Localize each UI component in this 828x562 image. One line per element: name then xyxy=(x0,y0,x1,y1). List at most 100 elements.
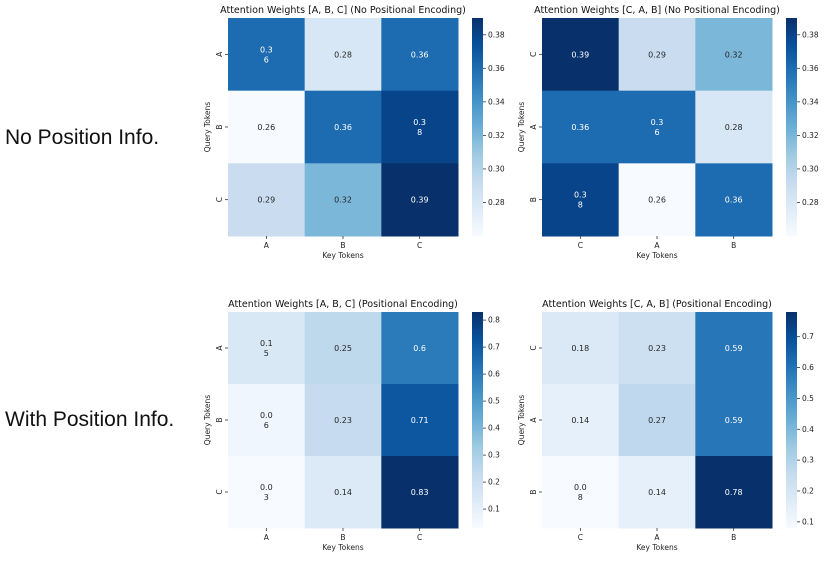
cell-label: 0.59 xyxy=(725,416,743,425)
cell-label: 0.36 xyxy=(411,50,429,59)
cell-label: 0.32 xyxy=(334,196,352,205)
x-tick-label: B xyxy=(731,533,736,542)
heatmap-cell xyxy=(618,18,696,92)
heatmap-cell xyxy=(618,90,696,164)
y-tick-label: C xyxy=(529,345,538,350)
colorbar-tick-label: 0.38 xyxy=(488,30,505,39)
heatmap-cell xyxy=(695,456,773,529)
x-tick-label: B xyxy=(731,241,736,250)
cell-label: 0.14 xyxy=(571,416,589,425)
cell-label: 0.71 xyxy=(411,416,429,425)
x-tick-label: A xyxy=(264,533,270,542)
heatmap-cell xyxy=(228,18,306,92)
colorbar-tick-label: 0.4 xyxy=(488,424,500,433)
cell-label: 0.25 xyxy=(334,344,352,353)
colorbar-tick-label: 0.28 xyxy=(802,198,819,207)
cell-label: 0.36 xyxy=(725,196,743,205)
x-axis-label: Key Tokens xyxy=(322,543,363,552)
y-axis-label: Query Tokens xyxy=(517,102,526,153)
row-label-with-position: With Position Info. xyxy=(5,408,175,431)
colorbar-tick-label: 0.7 xyxy=(488,343,500,352)
heatmap-cell xyxy=(542,456,620,529)
colorbar-tick-label: 0.2 xyxy=(488,478,500,487)
heatmap-cell xyxy=(304,456,382,529)
y-tick-label: C xyxy=(215,197,224,202)
heatmap-cell xyxy=(381,163,459,237)
heatmap-cell xyxy=(381,312,459,385)
colorbar xyxy=(786,18,797,236)
cell-label: 0.29 xyxy=(257,196,275,205)
cell-label: 0.27 xyxy=(648,416,666,425)
heatmap-cell xyxy=(228,456,306,529)
cell-label: 0.28 xyxy=(725,123,743,132)
colorbar-tick-label: 0.38 xyxy=(802,30,819,39)
x-axis-label: Key Tokens xyxy=(636,251,677,260)
cell-label: 0.23 xyxy=(334,416,352,425)
heatmap-cell xyxy=(304,384,382,457)
heatmap-cell xyxy=(381,384,459,457)
x-tick-label: A xyxy=(654,533,660,542)
y-tick-label: C xyxy=(215,489,224,494)
colorbar-tick-label: 0.34 xyxy=(488,97,505,106)
cell-label: 0.3 8 xyxy=(574,191,587,210)
x-tick-label: C xyxy=(417,533,422,542)
colorbar xyxy=(786,312,797,528)
heatmap-cell xyxy=(695,18,773,92)
heatmap-cell xyxy=(381,18,459,92)
cell-label: 0.59 xyxy=(725,344,743,353)
y-tick-label: B xyxy=(215,124,224,129)
chart-title: Attention Weights [C, A, B] (No Position… xyxy=(534,5,780,16)
heatmap-cell xyxy=(618,456,696,529)
cell-label: 0.14 xyxy=(334,488,352,497)
heatmap-cell xyxy=(304,312,382,385)
colorbar-tick-label: 0.1 xyxy=(802,517,814,526)
colorbar-tick-label: 0.8 xyxy=(488,316,500,325)
cell-label: 0.23 xyxy=(648,344,666,353)
y-tick-label: A xyxy=(215,51,224,57)
cell-label: 0.0 8 xyxy=(574,483,587,502)
colorbar-tick-label: 0.32 xyxy=(488,131,505,140)
heatmap-panel-3: Attention Weights [C, A, B] (Positional … xyxy=(517,299,814,552)
y-axis-label: Query Tokens xyxy=(203,395,212,446)
y-tick-label: C xyxy=(529,52,538,57)
x-tick-label: A xyxy=(264,241,270,250)
y-tick-label: B xyxy=(529,489,538,494)
chart-title: Attention Weights [A, B, C] (No Position… xyxy=(220,5,466,16)
x-tick-label: C xyxy=(578,533,583,542)
heatmap-cell xyxy=(304,18,382,92)
heatmap-cell xyxy=(381,456,459,529)
colorbar-tick-label: 0.6 xyxy=(802,363,814,372)
y-tick-label: B xyxy=(215,417,224,422)
cell-label: 0.26 xyxy=(648,196,666,205)
x-tick-label: B xyxy=(340,533,345,542)
cell-label: 0.0 6 xyxy=(260,411,273,430)
cell-label: 0.78 xyxy=(725,488,743,497)
y-axis-label: Query Tokens xyxy=(203,102,212,153)
heatmap-cell xyxy=(228,90,306,164)
heatmap-cell xyxy=(695,163,773,237)
cell-label: 0.83 xyxy=(411,488,429,497)
colorbar-tick-label: 0.36 xyxy=(802,64,819,73)
colorbar-tick-label: 0.28 xyxy=(488,198,505,207)
heatmap-panel-2: Attention Weights [A, B, C] (Positional … xyxy=(203,299,500,552)
colorbar-tick-label: 0.3 xyxy=(488,451,500,460)
heatmap-cell xyxy=(228,312,306,385)
cell-label: 0.26 xyxy=(257,123,275,132)
colorbar-tick-label: 0.30 xyxy=(488,164,505,173)
y-axis-label: Query Tokens xyxy=(517,395,526,446)
colorbar-tick-label: 0.36 xyxy=(488,64,505,73)
cell-label: 0.39 xyxy=(571,50,589,59)
colorbar-tick-label: 0.5 xyxy=(488,397,500,406)
cell-label: 0.18 xyxy=(571,344,589,353)
x-axis-label: Key Tokens xyxy=(322,251,363,260)
chart-title: Attention Weights [C, A, B] (Positional … xyxy=(542,299,772,310)
cell-label: 0.29 xyxy=(648,50,666,59)
heatmap-cell xyxy=(542,90,620,164)
y-tick-label: A xyxy=(529,124,538,130)
colorbar-tick-label: 0.3 xyxy=(802,456,814,465)
cell-label: 0.28 xyxy=(334,50,352,59)
colorbar-tick-label: 0.30 xyxy=(802,164,819,173)
heatmap-cell xyxy=(695,90,773,164)
chart-title: Attention Weights [A, B, C] (Positional … xyxy=(228,299,458,310)
